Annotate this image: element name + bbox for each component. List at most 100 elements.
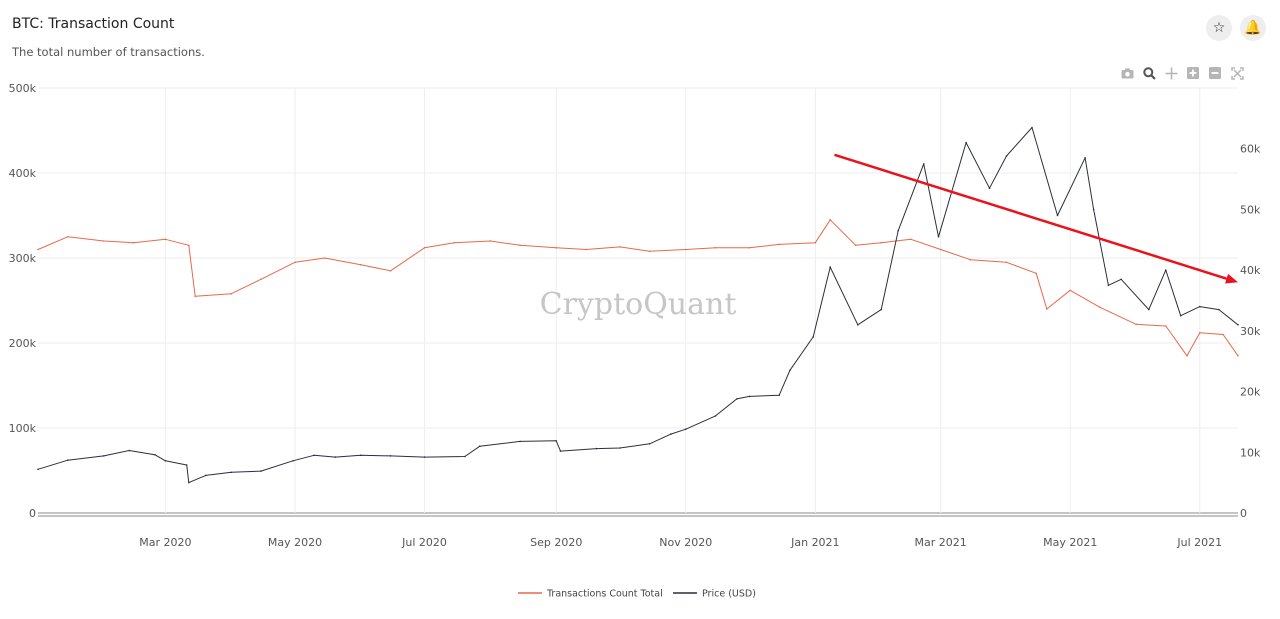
pan-icon[interactable] <box>1162 65 1180 81</box>
price-point <box>128 449 131 452</box>
y-left-tick-label: 300k <box>9 252 37 265</box>
price-point <box>292 460 294 462</box>
price-point <box>897 229 899 232</box>
x-tick-label: Nov 2020 <box>659 536 712 549</box>
legend-item[interactable]: Price (USD) <box>673 589 756 600</box>
chart-legend[interactable]: Transactions Count Total Price (USD) <box>518 589 756 600</box>
zoom-in-icon[interactable] <box>1184 65 1202 81</box>
transactions-point <box>778 243 780 246</box>
legend-item[interactable]: Transactions Count Total <box>518 589 663 600</box>
price-point <box>185 464 188 466</box>
zoom-icon[interactable] <box>1140 65 1158 81</box>
transactions-point <box>969 258 972 261</box>
transactions-point <box>854 244 857 247</box>
price-point <box>1120 278 1122 281</box>
trend-arrow-head <box>1225 273 1238 284</box>
y-left-tick-label: 400k <box>9 167 37 180</box>
transactions-point <box>1222 333 1224 336</box>
transactions-point <box>188 244 190 247</box>
price-point <box>670 433 672 435</box>
transactions-point <box>453 241 456 244</box>
y-right-tick-label: 0 <box>1240 507 1247 520</box>
y-right-tick-label: 10k <box>1240 446 1261 459</box>
transactions-point <box>37 248 39 251</box>
price-point <box>66 459 69 462</box>
page-subtitle: The total number of transactions. <box>12 45 205 59</box>
price-point <box>205 474 207 477</box>
y-right-tick-label: 60k <box>1240 143 1261 156</box>
price-point <box>519 440 521 443</box>
y-right-tick-label: 40k <box>1240 264 1261 277</box>
price-point <box>1218 308 1220 311</box>
autoscale-icon[interactable] <box>1228 65 1246 81</box>
price-point <box>829 266 831 268</box>
chart-annotations <box>834 153 1238 284</box>
transactions-point <box>360 264 362 266</box>
price-point <box>748 395 751 398</box>
price-point <box>736 398 738 400</box>
price-point <box>423 456 426 458</box>
transactions-point <box>648 250 651 252</box>
transactions-point <box>714 247 717 249</box>
chart-grid <box>38 87 1238 517</box>
price-point <box>1199 305 1201 308</box>
trend-arrow-line <box>834 153 1227 280</box>
legend-label: Transactions Count Total <box>546 589 663 600</box>
favorite-button[interactable]: ☆ <box>1206 15 1232 41</box>
y-right-tick-label: 50k <box>1240 203 1261 216</box>
price-point <box>1084 157 1086 159</box>
price-point <box>188 481 190 484</box>
price-point <box>154 453 156 456</box>
transactions-point <box>585 248 587 251</box>
transactions-point <box>1186 355 1188 357</box>
y-left-tick-label: 100k <box>9 422 37 435</box>
price-point <box>464 455 466 458</box>
transactions-point <box>230 292 233 295</box>
transactions-point <box>1005 261 1008 264</box>
x-tick-label: May 2020 <box>268 536 322 549</box>
transactions-point <box>880 241 882 244</box>
camera-icon[interactable] <box>1118 65 1136 81</box>
price-point <box>1165 269 1167 271</box>
price-point <box>37 468 39 471</box>
price-point <box>965 141 967 144</box>
y-left-tick-label: 0 <box>29 507 36 520</box>
star-icon: ☆ <box>1212 20 1226 36</box>
x-tick-label: Jul 2021 <box>1176 536 1222 549</box>
price-point <box>1179 314 1182 317</box>
price-point <box>595 447 598 450</box>
price-point <box>778 394 780 397</box>
transactions-point <box>323 257 326 259</box>
price-point <box>260 470 262 472</box>
price-point <box>230 471 233 474</box>
price-point <box>937 236 940 238</box>
notification-button[interactable]: 🔔 <box>1240 15 1266 41</box>
chart-modebar <box>1118 64 1250 82</box>
price-point <box>103 455 105 457</box>
page-title: BTC: Transaction Count <box>12 16 175 32</box>
price-point <box>1148 308 1150 311</box>
price-point <box>559 450 562 452</box>
transactions-point <box>294 261 296 264</box>
transactions-point <box>910 238 912 241</box>
transactions-point <box>423 247 426 249</box>
price-point <box>1092 208 1095 211</box>
price-point <box>479 445 481 448</box>
price-point <box>360 454 362 457</box>
price-point <box>1056 214 1059 217</box>
legend-label: Price (USD) <box>702 589 756 600</box>
transactions-point <box>103 240 105 242</box>
price-series-line <box>37 127 1239 484</box>
price-point <box>714 415 717 417</box>
price-point <box>555 440 557 442</box>
price-point <box>1005 155 1008 157</box>
zoom-out-icon[interactable] <box>1206 65 1224 81</box>
transactions-point <box>389 270 392 272</box>
price-point <box>685 428 687 431</box>
price-point <box>1031 126 1033 129</box>
transactions-point <box>1199 332 1201 334</box>
transactions-point <box>1237 355 1239 357</box>
price-point <box>334 456 337 458</box>
x-tick-label: Mar 2021 <box>915 536 967 549</box>
